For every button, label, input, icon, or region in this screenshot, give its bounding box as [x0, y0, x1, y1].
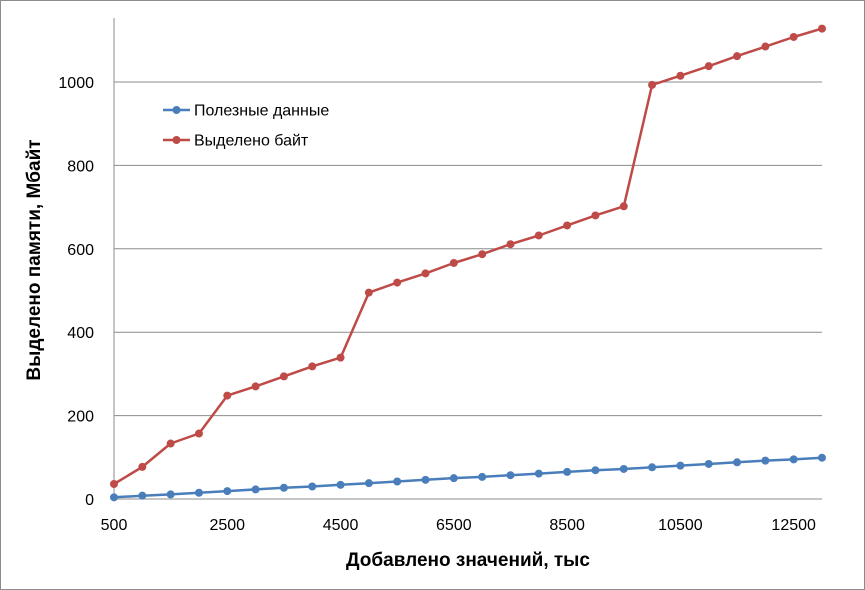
data-point: [110, 493, 118, 502]
x-axis-title: Добавлено значений, тыс: [346, 550, 590, 571]
data-point: [308, 362, 317, 371]
data-point: [704, 62, 713, 71]
data-point: [676, 71, 685, 80]
data-point: [563, 221, 572, 230]
data-point: [166, 490, 175, 499]
x-tick-label: 4500: [323, 517, 359, 534]
y-tick-label: 800: [67, 158, 94, 175]
data-point: [704, 459, 713, 468]
x-tick-label: 6500: [436, 517, 472, 534]
data-point: [534, 469, 543, 478]
axes: [113, 18, 822, 500]
data-point: [251, 485, 260, 494]
data-point: [818, 24, 826, 33]
legend-swatch-marker: [172, 106, 181, 114]
data-point: [733, 52, 742, 61]
data-point: [138, 462, 147, 471]
data-point: [761, 456, 770, 465]
data-point: [223, 487, 232, 496]
legend: Полезные данные Выделено байт: [163, 103, 329, 150]
data-point: [506, 471, 515, 480]
x-tick-label: 8500: [549, 517, 585, 534]
data-point: [393, 278, 402, 287]
data-point: [478, 472, 487, 481]
y-tick-label: 0: [85, 492, 94, 509]
legend-swatch-marker: [172, 136, 181, 144]
data-point: [563, 467, 572, 476]
y-tick-label: 600: [67, 242, 94, 259]
data-point: [421, 269, 430, 278]
legend-item: Выделено байт: [163, 133, 309, 150]
series-line: [113, 27, 823, 486]
data-point: [449, 258, 458, 267]
x-tick-label: 500: [101, 517, 128, 534]
data-point: [336, 480, 345, 489]
y-axis-title: Выделено памяти, Мбайт: [24, 139, 45, 380]
data-point: [761, 42, 770, 51]
data-point: [789, 455, 798, 464]
x-tick-label: 2500: [209, 517, 245, 534]
data-point: [648, 463, 657, 472]
series-1: [110, 453, 826, 502]
data-point: [110, 479, 118, 488]
data-point: [789, 32, 798, 41]
series-line: [113, 456, 823, 499]
legend-label: Выделено байт: [194, 133, 309, 150]
data-point: [251, 382, 260, 391]
data-point: [449, 474, 458, 483]
data-point: [194, 429, 203, 438]
x-tick-label: 10500: [658, 517, 703, 534]
data-point: [619, 202, 628, 211]
data-point: [478, 250, 487, 259]
data-point: [591, 466, 600, 475]
data-point: [506, 240, 515, 249]
y-tick-labels: 0 200 400 600 800 1000: [58, 75, 94, 509]
x-tick-label: 12500: [771, 517, 816, 534]
legend-label: Полезные данные: [194, 103, 329, 120]
data-point: [166, 439, 175, 448]
legend-item: Полезные данные: [163, 103, 329, 120]
series-layer: [110, 24, 826, 502]
data-point: [421, 475, 430, 484]
data-point: [364, 288, 373, 297]
data-point: [619, 464, 628, 473]
data-point: [676, 461, 685, 470]
data-point: [818, 453, 826, 462]
data-point: [364, 479, 373, 488]
data-point: [591, 211, 600, 220]
data-point: [279, 483, 288, 492]
data-point: [733, 458, 742, 467]
y-tick-label: 400: [67, 325, 94, 342]
data-point: [308, 482, 317, 491]
data-point: [393, 477, 402, 486]
gridlines: [114, 81, 822, 417]
y-tick-label: 1000: [58, 75, 94, 92]
data-point: [279, 372, 288, 381]
data-point: [223, 391, 232, 400]
data-point: [648, 80, 657, 89]
series-2: [110, 24, 826, 488]
x-tick-labels: 500 2500 4500 6500 8500 10500 12500: [101, 517, 816, 534]
data-point: [138, 491, 147, 500]
y-tick-label: 200: [67, 409, 94, 426]
data-point: [534, 231, 543, 240]
data-point: [194, 488, 203, 497]
data-point: [336, 353, 345, 362]
